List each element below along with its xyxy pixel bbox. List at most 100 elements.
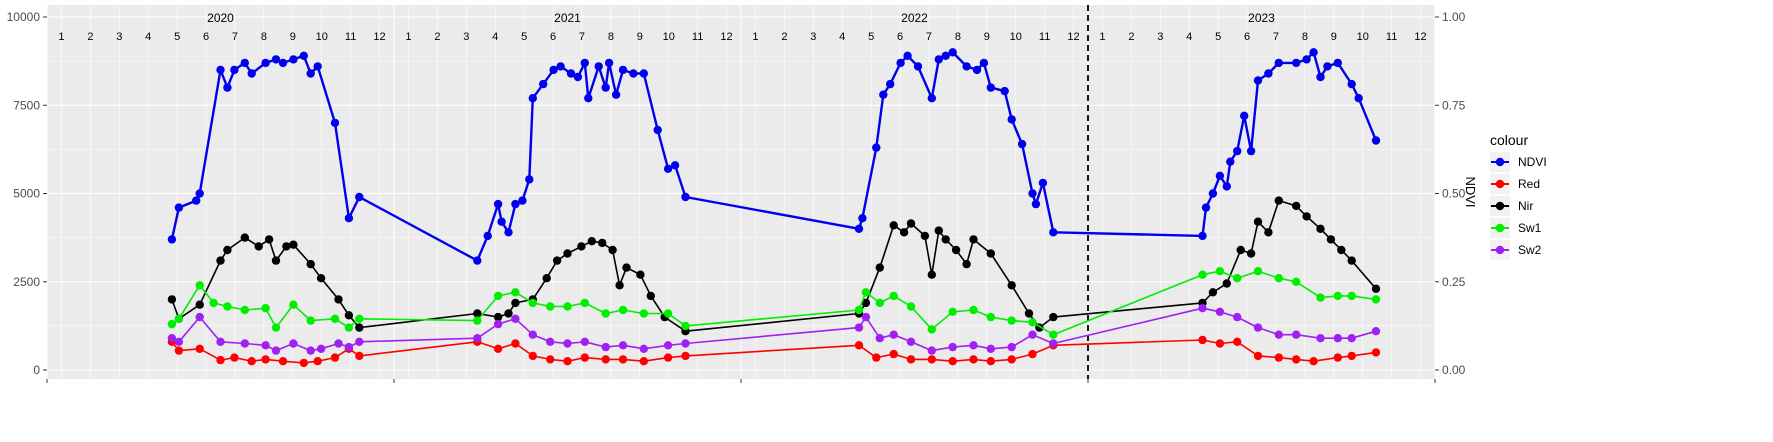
tick-label-left: 5000 (13, 187, 40, 201)
data-point-sw1 (195, 281, 204, 290)
data-point-sw1 (174, 314, 184, 323)
data-point-nir (306, 259, 315, 269)
data-point-sw2 (948, 342, 957, 352)
data-point-red (546, 355, 555, 364)
data-point-sw1 (261, 304, 270, 313)
data-point-nir (344, 311, 354, 320)
data-point-nir (1222, 279, 1232, 288)
month-label: 1 (58, 31, 64, 43)
data-point-red (355, 351, 364, 361)
data-point-nir (941, 235, 950, 244)
data-point-ndvi (313, 62, 322, 71)
data-point-sw1 (986, 312, 995, 322)
tick-label-right: 1.00 (1442, 10, 1466, 24)
data-point-nir (927, 270, 936, 279)
data-point-ndvi (927, 94, 936, 103)
data-point-red (1371, 348, 1381, 357)
data-point-nir (473, 309, 482, 318)
data-point-ndvi (979, 58, 989, 68)
data-point-red (601, 355, 610, 364)
data-point-sw2 (854, 323, 864, 332)
legend-label: Red (1518, 177, 1540, 191)
data-point-red (528, 351, 537, 361)
month-label: 5 (868, 31, 874, 43)
data-point-ndvi (663, 164, 673, 173)
data-point-nir (615, 281, 624, 290)
data-point-sw1 (1253, 267, 1263, 276)
month-label: 4 (1186, 31, 1192, 43)
month-label: 9 (984, 31, 990, 43)
data-point-ndvi (670, 161, 680, 170)
month-label: 1 (1099, 31, 1105, 43)
y-axis-right: 0.00 0.25 0.50 0.75 1.00 (1435, 10, 1466, 377)
data-point-red (639, 357, 648, 366)
data-point-ndvi (601, 83, 610, 92)
data-point-ndvi (1000, 86, 1009, 96)
data-point-nir (195, 300, 204, 309)
data-point-nir (1049, 312, 1058, 322)
data-point-ndvi (872, 143, 881, 152)
data-point-sw1 (854, 305, 864, 315)
legend-item-nir: Nir (1490, 196, 1533, 216)
data-point-nir (587, 237, 596, 246)
data-point-sw1 (927, 325, 936, 334)
month-label: 8 (608, 31, 614, 43)
major-gridlines (46, 5, 1436, 379)
data-point-sw2 (306, 346, 315, 355)
data-point-ndvi (566, 69, 576, 78)
x-axis (46, 379, 1436, 383)
data-point-nir (254, 242, 263, 251)
data-point-ndvi (1347, 79, 1356, 89)
year-label: 2022 (901, 11, 928, 25)
data-point-sw1 (511, 288, 520, 297)
data-point-sw2 (563, 339, 572, 348)
data-point-nir (552, 256, 562, 265)
year-labels: 2020 2021 2022 2023 (207, 11, 1275, 25)
data-point-nir (1246, 249, 1256, 258)
data-point-ndvi (1017, 139, 1027, 149)
data-point-sw2 (861, 312, 871, 322)
data-point-sw1 (861, 288, 871, 297)
legend-label: Sw2 (1518, 243, 1542, 257)
data-point-ndvi (618, 65, 628, 75)
month-label: 8 (1302, 31, 1308, 43)
month-label: 7 (1273, 31, 1279, 43)
data-point-sw2 (1371, 327, 1381, 336)
data-point-nir (316, 274, 326, 283)
month-label: 2 (1128, 31, 1134, 43)
data-point-red (1274, 353, 1284, 362)
data-point-ndvi (1246, 146, 1256, 156)
data-point-ndvi (240, 58, 249, 68)
data-point-red (1007, 355, 1016, 364)
data-point-sw1 (889, 291, 898, 301)
data-point-sw1 (1347, 291, 1356, 301)
data-point-ndvi (604, 58, 614, 68)
data-point-sw1 (1028, 318, 1037, 327)
data-point-ndvi (299, 51, 308, 60)
data-point-nir (1371, 284, 1381, 293)
data-point-sw2 (1253, 323, 1263, 332)
data-point-ndvi (934, 55, 943, 64)
data-point-sw2 (1049, 339, 1058, 348)
data-point-red (1333, 353, 1343, 362)
data-point-ndvi (1208, 189, 1218, 198)
month-label: 6 (897, 31, 903, 43)
data-point-sw2 (1007, 342, 1016, 352)
data-point-sw2 (1347, 334, 1356, 343)
month-label: 2 (781, 31, 787, 43)
data-point-nir (563, 249, 572, 258)
data-point-ndvi (247, 69, 256, 78)
data-point-sw2 (1028, 330, 1037, 339)
data-point-red (330, 353, 340, 362)
data-point-ndvi (216, 65, 225, 75)
data-point-nir (282, 242, 291, 251)
data-point-ndvi (1038, 178, 1048, 188)
data-point-sw2 (1274, 330, 1284, 339)
data-point-sw2 (216, 337, 225, 346)
series-sw2 (167, 304, 1381, 355)
month-label: 8 (955, 31, 961, 43)
data-point-ndvi (611, 90, 621, 99)
data-point-ndvi (289, 55, 298, 64)
data-point-ndvi (1007, 115, 1016, 124)
data-point-sw1 (1274, 274, 1284, 283)
